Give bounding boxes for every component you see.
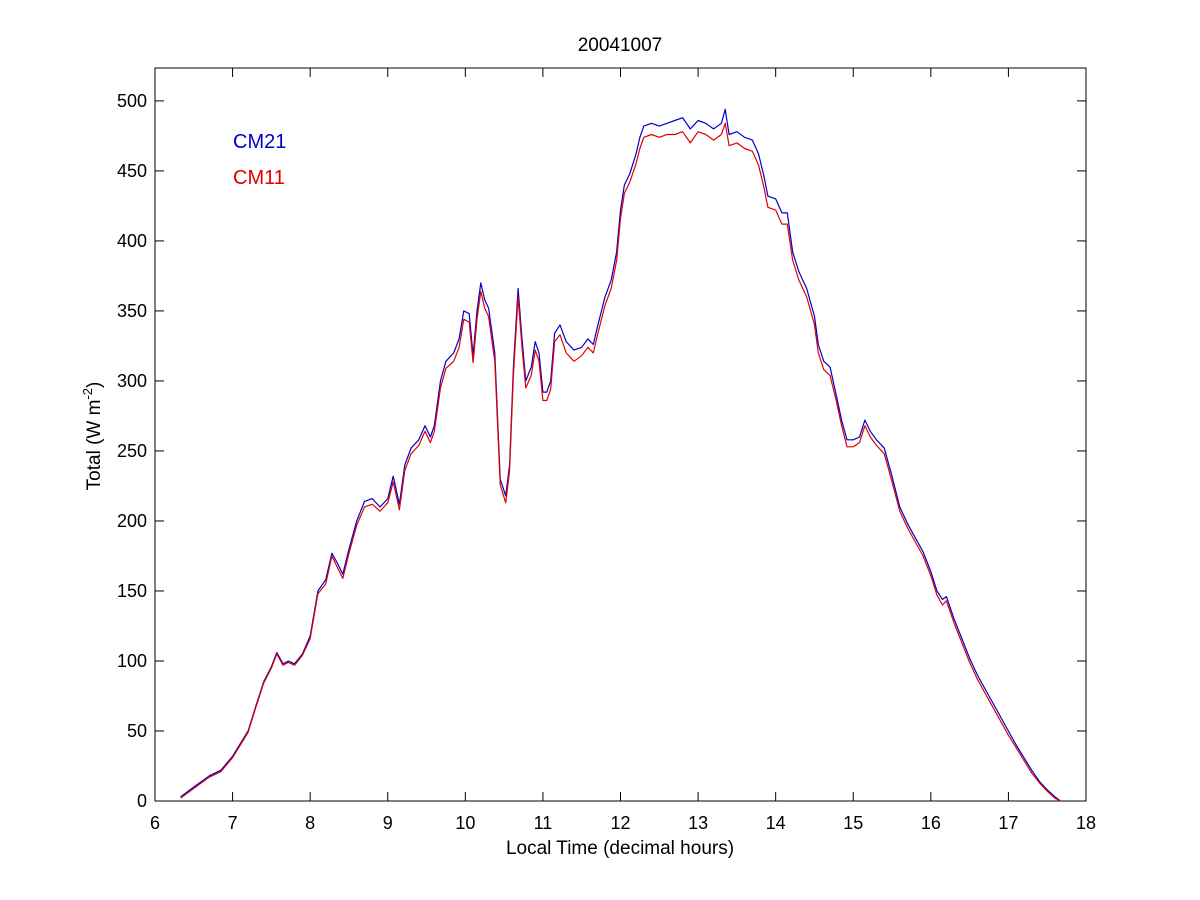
y-tick-label: 200 bbox=[117, 511, 147, 531]
y-axis-label-exponent: -2 bbox=[80, 388, 95, 400]
y-tick-label: 450 bbox=[117, 161, 147, 181]
series-line-cm21 bbox=[180, 108, 1061, 802]
x-tick-label: 15 bbox=[843, 813, 863, 833]
y-tick-label: 150 bbox=[117, 581, 147, 601]
y-tick-label: 350 bbox=[117, 301, 147, 321]
series-line-cm11 bbox=[180, 122, 1061, 802]
x-tick-label: 13 bbox=[688, 813, 708, 833]
x-tick-label: 16 bbox=[921, 813, 941, 833]
chart-title: 20041007 bbox=[578, 35, 663, 56]
y-tick-label: 250 bbox=[117, 441, 147, 461]
x-tick-label: 14 bbox=[766, 813, 786, 833]
y-axis-label-close: ) bbox=[84, 382, 105, 388]
x-tick-label: 18 bbox=[1076, 813, 1096, 833]
x-axis-label: Local Time (decimal hours) bbox=[506, 838, 734, 859]
x-tick-label: 9 bbox=[383, 813, 393, 833]
legend-entry-cm11: CM11 bbox=[233, 167, 285, 189]
y-tick-label: 50 bbox=[127, 721, 147, 741]
y-axis-label: Total (W m-2) bbox=[80, 382, 105, 491]
y-tick-label: 100 bbox=[117, 651, 147, 671]
y-tick-label: 500 bbox=[117, 91, 147, 111]
legend: CM21 CM11 bbox=[233, 131, 286, 189]
y-tick-label: 300 bbox=[117, 371, 147, 391]
legend-entry-cm21: CM21 bbox=[233, 131, 286, 153]
y-axis: 0 50 100 150 200 250 300 350 400 450 500 bbox=[117, 91, 1086, 811]
x-tick-label: 10 bbox=[455, 813, 475, 833]
x-tick-label: 12 bbox=[610, 813, 630, 833]
x-tick-label: 6 bbox=[150, 813, 160, 833]
x-tick-label: 7 bbox=[228, 813, 238, 833]
x-tick-label: 17 bbox=[998, 813, 1018, 833]
y-axis-label-main: Total (W m bbox=[84, 400, 105, 491]
series-layer bbox=[180, 108, 1061, 802]
x-tick-label: 11 bbox=[534, 813, 553, 833]
x-tick-label: 8 bbox=[305, 813, 315, 833]
plot-area bbox=[154, 67, 1087, 802]
y-tick-label: 400 bbox=[117, 231, 147, 251]
x-axis: 6 7 8 9 10 11 12 13 14 15 16 17 18 bbox=[150, 68, 1096, 833]
y-tick-label: 0 bbox=[137, 791, 147, 811]
